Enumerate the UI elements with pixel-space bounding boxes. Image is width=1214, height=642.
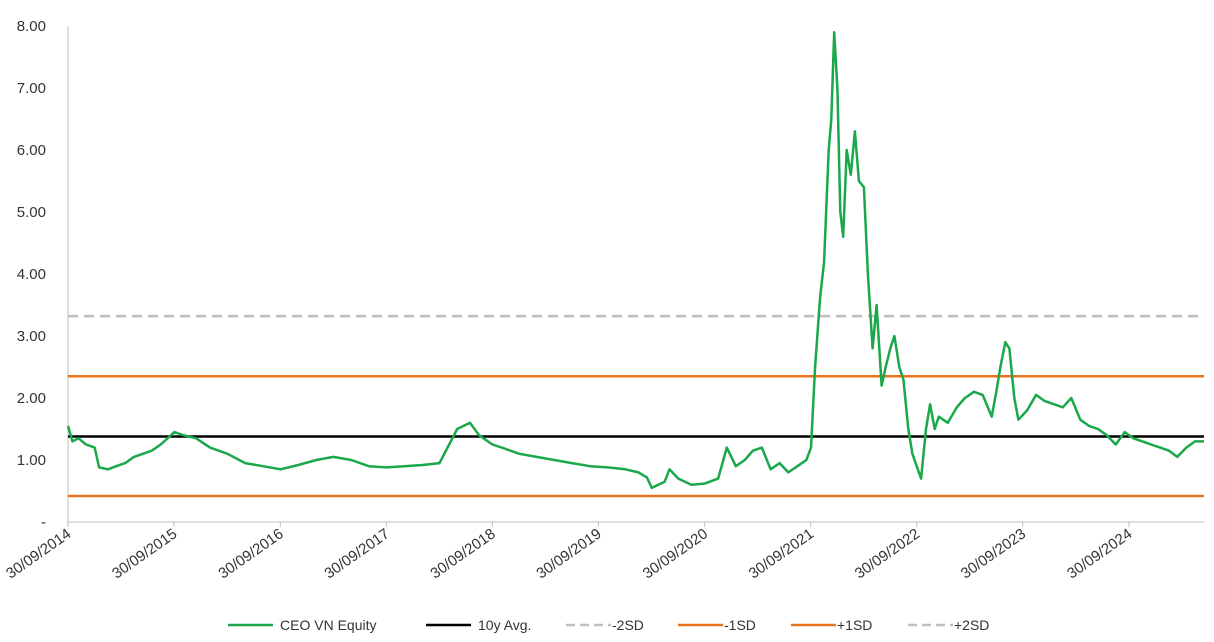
x-tick-label: 30/09/2016 (215, 525, 286, 582)
x-tick-label: 30/09/2018 (427, 525, 498, 582)
x-tick-label: 30/09/2017 (321, 525, 392, 582)
x-tick-label: 30/09/2015 (109, 525, 180, 582)
x-tick-label: 30/09/2020 (640, 525, 711, 582)
y-tick-label: 5.00 (17, 204, 46, 221)
y-tick-label: 4.00 (17, 266, 46, 283)
x-tick-label: 30/09/2024 (1064, 525, 1135, 582)
y-tick-label: 8.00 (17, 18, 46, 35)
plot-area (66, 30, 1204, 498)
y-tick-label: - (41, 514, 46, 531)
legend-label: -1SD (724, 617, 756, 633)
legend-label: +2SD (954, 617, 989, 633)
y-axis: - 1.00 2.00 3.00 4.00 5.00 6.00 7.00 8.00 (17, 18, 69, 531)
x-tick-label: 30/09/2014 (3, 525, 74, 582)
x-tick-label: 30/09/2019 (533, 525, 604, 582)
legend-label: CEO VN Equity (280, 617, 376, 633)
legend: CEO VN Equity 10y Avg. -2SD -1SD +1SD +2SD (228, 617, 989, 633)
series-line-ceo-vn-equity (66, 30, 1204, 490)
y-tick-label: 2.00 (17, 390, 46, 407)
x-tick-label: 30/09/2021 (746, 525, 817, 582)
legend-label: +1SD (837, 617, 872, 633)
y-tick-label: 6.00 (17, 142, 46, 159)
y-tick-label: 3.00 (17, 328, 46, 345)
y-tick-label: 7.00 (17, 80, 46, 97)
y-tick-label: 1.00 (17, 452, 46, 469)
x-tick-label: 30/09/2023 (958, 525, 1029, 582)
x-axis: 30/09/2014 30/09/2015 30/09/2016 30/09/2017… (3, 521, 1204, 582)
legend-label: 10y Avg. (478, 617, 531, 633)
legend-label: -2SD (612, 617, 644, 633)
x-tick-label: 30/09/2022 (852, 525, 923, 582)
